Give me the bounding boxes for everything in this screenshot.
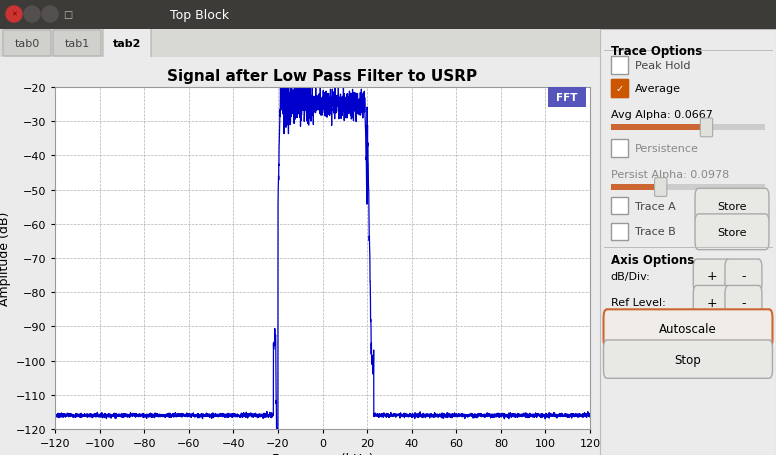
FancyBboxPatch shape — [604, 340, 772, 379]
Text: Autoscale: Autoscale — [659, 322, 717, 335]
Text: tab0: tab0 — [15, 39, 40, 49]
Text: -: - — [741, 296, 746, 309]
Text: ✕: ✕ — [11, 12, 17, 18]
Bar — [611, 185, 765, 191]
FancyBboxPatch shape — [700, 119, 712, 137]
Bar — [611, 125, 708, 131]
Text: □: □ — [64, 10, 73, 20]
FancyBboxPatch shape — [53, 31, 101, 57]
FancyBboxPatch shape — [655, 178, 667, 197]
X-axis label: Frequency (kHz): Frequency (kHz) — [272, 452, 373, 455]
Text: FFT: FFT — [556, 93, 578, 103]
FancyBboxPatch shape — [611, 198, 628, 215]
FancyBboxPatch shape — [103, 29, 151, 59]
Y-axis label: Amplitude (dB): Amplitude (dB) — [0, 212, 12, 305]
Text: Trace A: Trace A — [636, 202, 676, 211]
Text: Persist Alpha: 0.0978: Persist Alpha: 0.0978 — [611, 169, 729, 179]
Text: dB/Div:: dB/Div: — [611, 272, 650, 282]
Text: Avg Alpha: 0.0667: Avg Alpha: 0.0667 — [611, 110, 712, 120]
Text: +: + — [706, 269, 717, 283]
Text: Trace Options: Trace Options — [611, 45, 702, 58]
Text: Peak Hold: Peak Hold — [636, 61, 691, 71]
Text: Stop: Stop — [674, 353, 702, 366]
FancyBboxPatch shape — [693, 286, 730, 319]
Text: tab1: tab1 — [64, 39, 89, 49]
Text: Store: Store — [717, 202, 747, 212]
FancyBboxPatch shape — [611, 80, 628, 98]
Bar — [611, 125, 765, 131]
FancyBboxPatch shape — [611, 223, 628, 240]
FancyBboxPatch shape — [611, 140, 628, 157]
FancyBboxPatch shape — [695, 214, 769, 250]
Text: Ref Level:: Ref Level: — [611, 298, 665, 308]
FancyBboxPatch shape — [611, 57, 628, 75]
Text: Top Block: Top Block — [171, 9, 230, 21]
Text: Trace B: Trace B — [636, 227, 676, 237]
FancyBboxPatch shape — [3, 31, 51, 57]
Text: +: + — [706, 296, 717, 309]
Circle shape — [42, 7, 58, 23]
Text: tab2: tab2 — [113, 39, 141, 49]
Text: Axis Options: Axis Options — [611, 253, 694, 266]
Bar — [611, 185, 663, 191]
Text: Store: Store — [717, 228, 747, 237]
FancyBboxPatch shape — [695, 189, 769, 225]
Text: ✓: ✓ — [615, 84, 623, 94]
Text: Average: Average — [636, 84, 681, 94]
Title: Signal after Low Pass Filter to USRP: Signal after Low Pass Filter to USRP — [168, 69, 477, 84]
FancyBboxPatch shape — [604, 309, 772, 348]
FancyBboxPatch shape — [725, 259, 762, 293]
Text: -: - — [741, 269, 746, 283]
Circle shape — [6, 7, 22, 23]
FancyBboxPatch shape — [611, 80, 628, 98]
Text: Persistence: Persistence — [636, 143, 699, 153]
FancyBboxPatch shape — [725, 286, 762, 319]
FancyBboxPatch shape — [693, 259, 730, 293]
Circle shape — [24, 7, 40, 23]
